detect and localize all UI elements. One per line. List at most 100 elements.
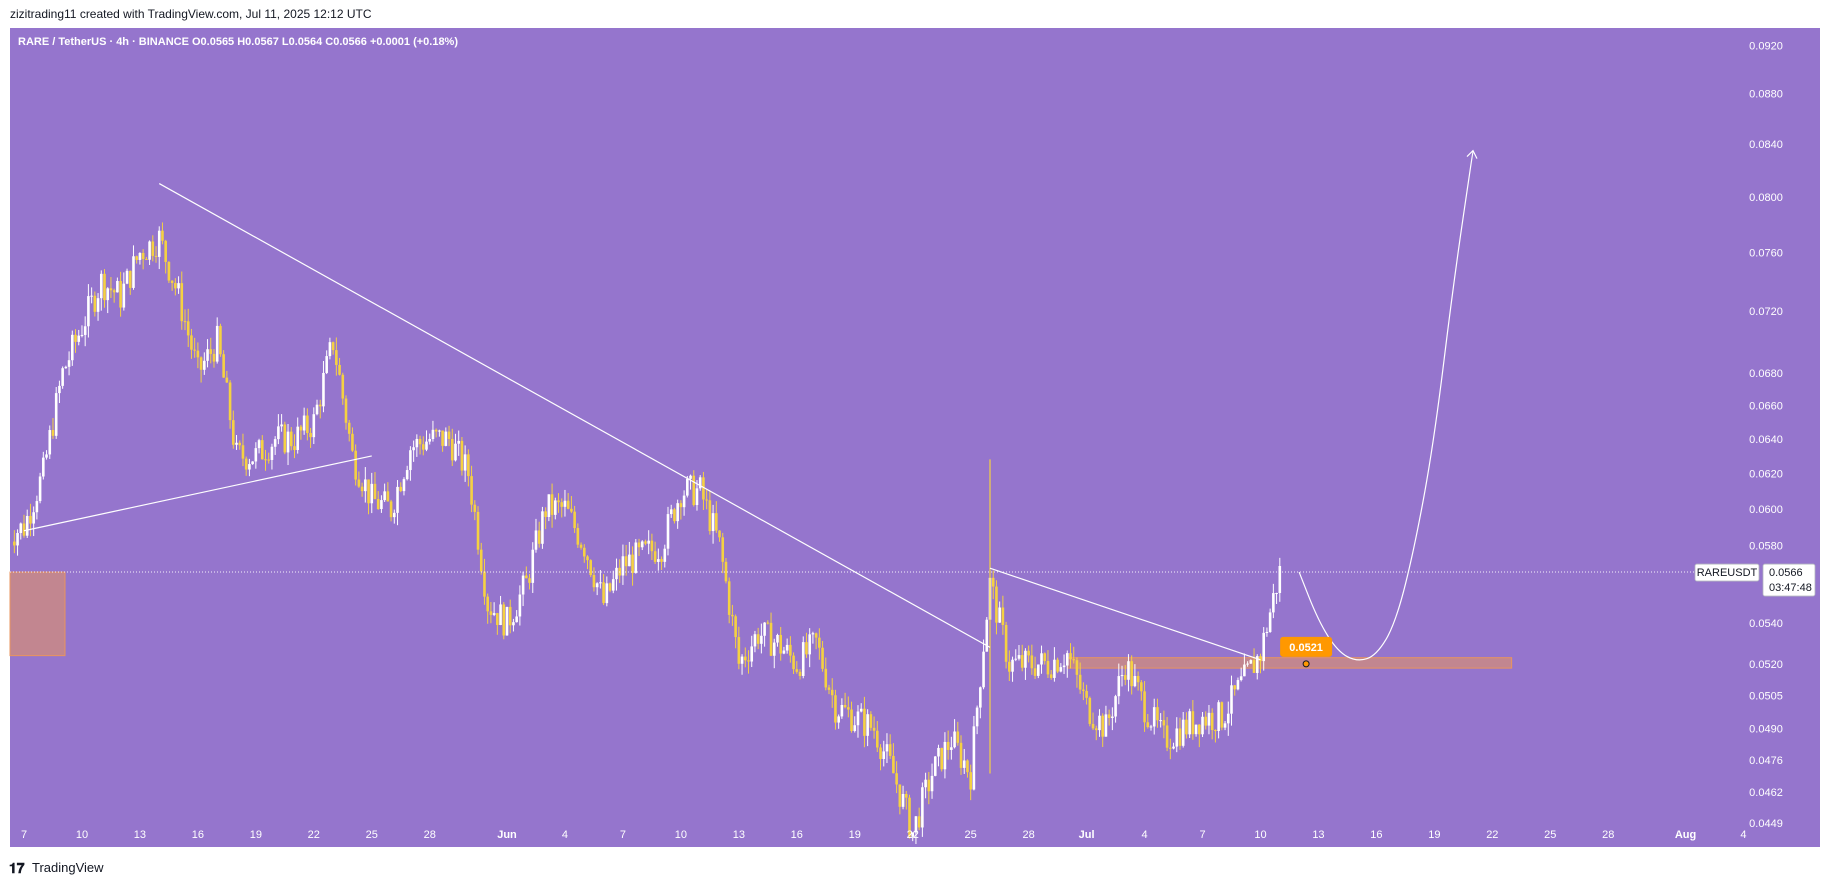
candle-body [306,415,309,434]
candle [586,555,589,570]
candle [808,628,811,668]
candle-body [74,334,77,342]
x-tick-label: Jul [1079,829,1095,841]
anchor-point-icon[interactable] [1302,660,1310,668]
candle [979,686,982,719]
candle-body [785,644,789,651]
candle-body [1107,714,1111,719]
x-tick-label: 10 [76,829,88,841]
candle-body [141,252,145,260]
candle [389,499,393,522]
y-tick-label: 0.0462 [1749,787,1783,799]
candle-body [937,747,940,757]
candle [959,735,963,775]
candle [1046,650,1050,679]
candle-body [45,454,48,458]
candle [1107,709,1111,726]
candle-body [177,283,180,289]
candle-body [489,611,493,615]
candle [763,622,766,647]
candle [338,357,341,376]
candle [277,414,280,445]
candle [940,747,943,772]
candle [421,436,425,456]
price-axis-margin [1820,28,1835,847]
candle-body [901,793,905,807]
candle-body [525,575,528,579]
candle [608,582,612,593]
candle [972,715,976,791]
candle-body [718,530,721,538]
candle-body [212,353,216,362]
candle-body [554,500,557,515]
attribution-bar: zizitrading11 created with TradingView.c… [0,0,1835,28]
candle [1043,652,1047,665]
candle [595,582,599,596]
candle-body [87,296,90,327]
candle [473,500,477,521]
candle-body [29,515,32,524]
candle-body [16,533,19,546]
descending-trendline-minor[interactable] [989,567,1261,661]
candle-body [904,793,908,798]
y-tick-label: 0.0520 [1749,659,1783,671]
candle [54,386,58,439]
candle-body [576,528,580,545]
candle-body [151,241,155,256]
candle-body [1201,716,1204,735]
candle-body [1094,728,1098,731]
candle-body [747,660,750,662]
candle [982,639,985,690]
candle [1136,671,1140,691]
candle-body [1130,661,1133,687]
projection-path[interactable] [1298,150,1474,661]
candle [164,239,167,274]
candle-body [454,443,457,461]
candle [196,342,200,369]
candle [467,449,470,487]
candle [911,832,915,842]
candle [260,435,264,460]
chart-area[interactable] [10,28,1820,847]
ascending-support-line[interactable] [23,455,372,532]
candle [286,423,290,466]
candle-body [634,542,638,573]
candle [80,325,84,338]
y-tick-label: 0.0920 [1749,41,1783,53]
candle-body [608,583,612,591]
candle-body [991,577,995,587]
candle [489,602,493,624]
candle [476,506,480,555]
candle-body [370,483,374,504]
candle-body [1072,659,1076,661]
candle-body [1098,715,1101,731]
candle [16,529,19,556]
candle-body [93,295,97,312]
candle [380,495,383,513]
candle [13,530,16,554]
candle [785,638,789,654]
candle-body [42,457,45,477]
candle-body [1017,655,1021,659]
candle [415,434,419,457]
x-tick-label: 10 [1254,829,1266,841]
candle-body [145,259,148,261]
candle [1053,647,1056,682]
candle-body [537,530,541,544]
candle [708,490,712,535]
candle-body [418,438,422,445]
candle [521,571,525,607]
candle-body [1075,660,1079,675]
candle [1143,681,1146,732]
candle-body [1198,724,1201,735]
candle-body [666,514,670,549]
highlight-badge[interactable] [1280,636,1333,657]
candle-body [866,714,869,736]
candle [174,278,177,296]
candle-body [756,634,760,644]
candle [483,558,486,605]
candle-body [431,429,435,439]
descending-trendline-major[interactable] [158,183,991,648]
candle-body [1033,668,1037,676]
